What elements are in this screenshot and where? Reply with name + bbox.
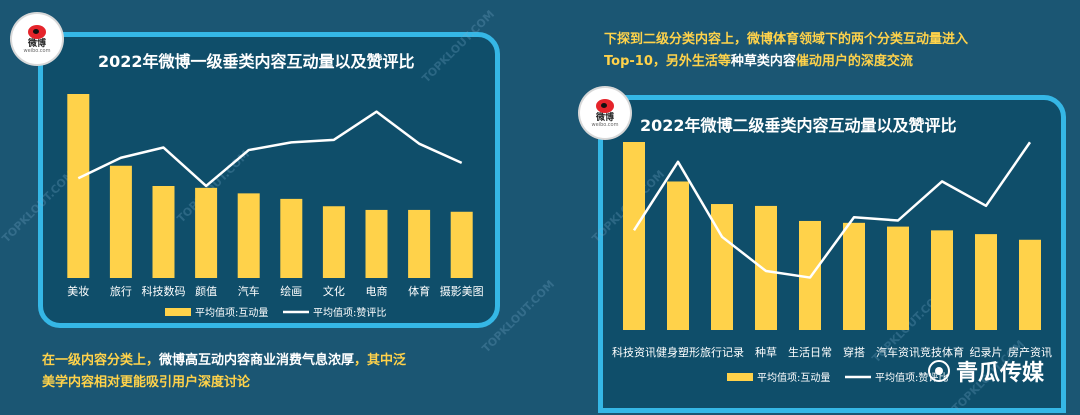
brand-name: 青瓜传媒 [956,361,1045,386]
chart-bar [109,165,132,278]
chart-bar [711,204,733,330]
note-right: 下探到二级分类内容上，微博体育领域下的两个分类互动量进入 Top-10，另外生活… [604,29,1034,73]
chart-bar [67,94,90,278]
x-tick-label: 汽车 [238,284,260,298]
x-tick-label: 文化 [323,284,345,298]
chart-title-right: 2022年微博二级垂类内容互动量以及赞评比 [640,116,957,135]
x-tick-label: 美妆 [67,285,89,298]
x-tick-label: 种草 [755,345,777,359]
chart-bar [1019,239,1041,330]
x-tick-label: 绘画 [280,284,302,298]
x-tick-label: 电商 [366,284,388,298]
chart-line-series [77,110,463,188]
chart-bar [975,234,997,330]
note-text: 种草类内容 [730,54,796,69]
legend-label: 平均值项:赞评比 [313,306,386,319]
weibo-logo-icon: 微博 weibo.com [12,14,62,64]
x-tick-label: 健身塑形 [656,345,700,359]
chart-bar [195,187,218,278]
x-tick-label: 汽车资讯 [876,345,920,359]
note-text: 美学内容相对更能吸引用户深度讨论 [42,375,251,390]
legend-swatch-bar [727,373,753,381]
chart-line-series [632,141,1032,279]
note-text: 微博高互动内容商业消费气息浓厚 [159,353,355,368]
logo-sub: weibo.com [23,47,51,54]
chart-bar [931,230,953,330]
x-tick-label: 科技资讯 [612,345,656,359]
chart-bar [623,142,645,330]
chart-title-left: 2022年微博一级垂类内容互动量以及赞评比 [98,52,415,71]
note-text: Top-10， [604,54,666,69]
x-tick-label: 旅行 [110,284,132,298]
logo-sub: weibo.com [591,121,619,128]
chart-bar [408,209,431,278]
chart-bar [450,211,473,278]
x-tick-label: 科技数码 [142,284,186,298]
x-tick-label: 摄影美图 [440,284,484,298]
note-text: 催动用户的深度交流 [795,54,913,69]
weibo-logo-icon: 微博 weibo.com [580,88,630,138]
note-text: 微博体育领域下的两个分类互动量进入 [747,32,969,47]
chart-bar [843,222,865,330]
x-tick-label: 房产资讯 [1008,345,1052,359]
chart-bar [152,186,175,278]
chart-bar [322,206,345,278]
legend-label: 平均值项:互动量 [757,371,830,384]
note-text: ，其中泛 [354,353,407,368]
x-tick-label: 竞技体育 [920,345,964,359]
chart-bar [365,209,388,278]
chart-bar [280,198,303,278]
logo-name: 微博 [27,38,46,49]
logo-name: 微博 [595,112,614,123]
x-tick-label: 穿搭 [843,345,865,359]
note-text: 下探到二级分类内容上， [604,32,748,47]
chart-bar [237,193,260,278]
x-tick-label: 旅行记录 [700,345,744,359]
x-tick-label: 纪录片 [970,346,1003,359]
x-tick-label: 生活日常 [788,345,832,359]
chart-bar [887,226,909,330]
note-left: 在一级内容分类上，微博高互动内容商业消费气息浓厚，其中泛 美学内容相对更能吸引用… [42,350,512,394]
chart-bar [667,181,689,330]
chart-bar [755,205,777,330]
note-text: 在一级内容分类上， [42,353,160,368]
x-tick-label: 体育 [408,284,430,298]
legend-label: 平均值项:互动量 [195,306,268,319]
x-tick-label: 颜值 [195,285,217,298]
legend-swatch-bar [165,308,191,316]
brand-icon [928,360,950,382]
note-text: 另外生活等 [665,54,731,69]
brand-logo: 青瓜传媒 [928,355,1044,387]
